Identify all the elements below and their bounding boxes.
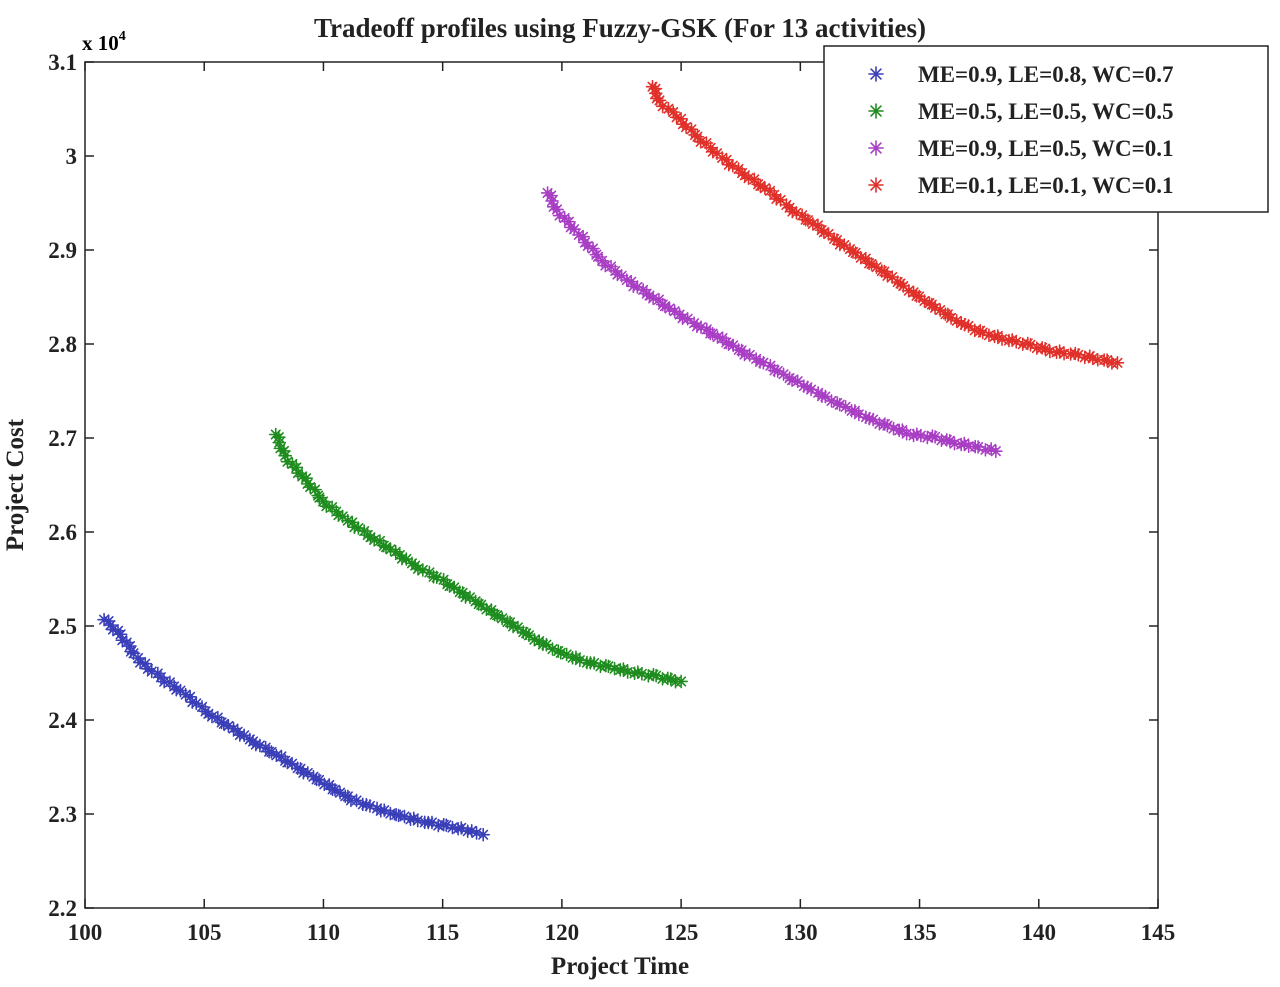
x-tick-label: 115 — [426, 920, 459, 945]
x-tick-labels: 100 105 110 115 120 125 130 135 140 145 — [68, 920, 1176, 945]
x-tick-label: 130 — [783, 920, 818, 945]
x-tick-label: 135 — [902, 920, 937, 945]
y-axis-label: Project Cost — [2, 418, 29, 551]
legend-label: ME=0.5, LE=0.5, WC=0.5 — [918, 99, 1174, 124]
data-point — [1110, 355, 1125, 370]
y-tick-label: 2.7 — [48, 426, 77, 451]
series-1 — [97, 612, 491, 842]
x-tick-label: 140 — [1022, 920, 1057, 945]
data-point — [545, 194, 559, 208]
x-axis-label: Project Time — [551, 953, 689, 980]
legend-marker — [868, 177, 884, 193]
x-tick-label: 125 — [664, 920, 699, 945]
data-point — [818, 389, 833, 404]
x-tick-label: 100 — [68, 920, 103, 945]
data-point — [383, 542, 398, 557]
legend-label: ME=0.9, LE=0.5, WC=0.1 — [918, 136, 1174, 161]
plot-area — [84, 61, 1159, 909]
y-tick-label: 2.8 — [48, 332, 77, 357]
legend-marker — [868, 103, 884, 119]
data-point — [1071, 348, 1086, 362]
legend-label: ME=0.1, LE=0.1, WC=0.1 — [918, 173, 1174, 198]
y-tick-label: 2.3 — [48, 802, 77, 827]
data-point — [944, 311, 958, 325]
y-tick-label: 3.1 — [48, 50, 77, 75]
data-point — [790, 374, 805, 389]
y-tick-label: 2.9 — [48, 238, 77, 263]
chart-title: Tradeoff profiles using Fuzzy-GSK (For 1… — [314, 13, 926, 43]
y-tick-label: 2.2 — [48, 896, 77, 921]
y-tick-label: 3 — [66, 144, 78, 169]
legend: ME=0.9, LE=0.8, WC=0.7 ME=0.5, LE=0.5, WC… — [823, 45, 1269, 213]
series-3 — [540, 186, 1003, 458]
x-tick-label: 145 — [1141, 920, 1176, 945]
y-tick-label: 2.5 — [48, 614, 77, 639]
data-point — [476, 827, 491, 842]
data-point — [674, 674, 688, 689]
data-point — [989, 444, 1003, 458]
legend-box — [823, 45, 1269, 213]
data-point — [581, 239, 595, 253]
series-4 — [645, 79, 1125, 370]
y-multiplier-label: x 104 — [82, 29, 126, 55]
data-point — [801, 213, 815, 227]
x-tick-label: 105 — [187, 920, 222, 945]
legend-marker — [868, 140, 884, 156]
series-2 — [268, 427, 688, 689]
x-tick-label: 120 — [545, 920, 580, 945]
legend-marker — [868, 66, 884, 82]
y-tick-label: 2.6 — [48, 520, 77, 545]
data-point — [758, 181, 772, 195]
y-tick-labels: 2.2 2.3 2.4 2.5 2.6 2.7 2.8 2.9 3 3.1 — [48, 50, 77, 921]
y-tick-label: 2.4 — [48, 708, 77, 733]
data-point — [562, 214, 576, 229]
data-point — [674, 111, 688, 126]
data-point — [490, 608, 504, 623]
data-point — [652, 93, 667, 108]
data-point — [173, 683, 188, 698]
x-tick-label: 110 — [307, 920, 340, 945]
legend-label: ME=0.9, LE=0.8, WC=0.7 — [918, 62, 1174, 87]
series-layer — [97, 79, 1125, 842]
